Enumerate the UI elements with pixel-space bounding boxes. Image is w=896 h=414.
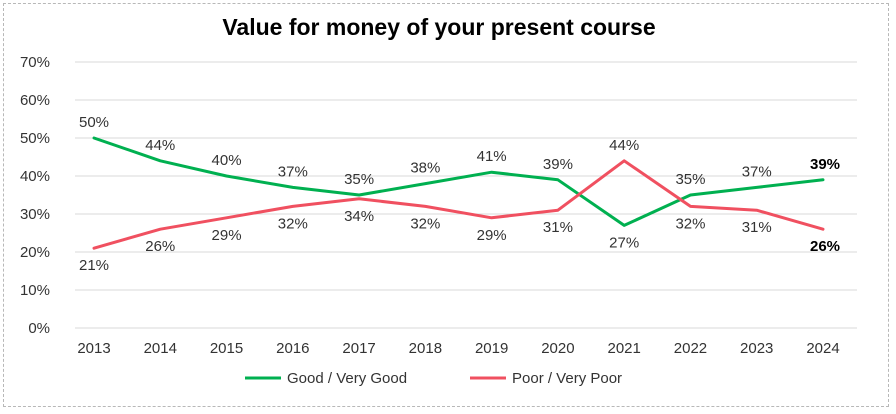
data-label: 32% bbox=[278, 215, 308, 232]
y-tick-label: 30% bbox=[20, 206, 50, 223]
chart-title: Value for money of your present course bbox=[222, 14, 656, 40]
data-label: 29% bbox=[212, 227, 242, 244]
data-label: 39% bbox=[810, 156, 840, 173]
gridlines bbox=[75, 61, 857, 329]
data-label: 32% bbox=[675, 215, 705, 232]
x-tick-label: 2018 bbox=[409, 340, 442, 357]
y-tick-label: 60% bbox=[20, 92, 50, 109]
series-lines bbox=[92, 136, 825, 250]
x-tick-label: 2024 bbox=[806, 340, 839, 357]
y-axis-ticks: 0% 10% 20% 30% 40% 50% 60% 70% bbox=[20, 54, 50, 337]
data-label: 21% bbox=[79, 257, 109, 274]
data-label: 41% bbox=[477, 148, 507, 165]
series-line bbox=[92, 159, 825, 250]
x-tick-label: 2022 bbox=[674, 340, 707, 357]
data-label: 31% bbox=[742, 219, 772, 236]
series-line bbox=[92, 136, 825, 227]
data-label: 34% bbox=[344, 208, 374, 225]
data-label: 37% bbox=[278, 163, 308, 180]
data-label: 39% bbox=[543, 156, 573, 173]
y-tick-label: 10% bbox=[20, 282, 50, 299]
legend-label: Good / Very Good bbox=[287, 370, 407, 387]
data-label: 32% bbox=[410, 215, 440, 232]
y-tick-label: 70% bbox=[20, 54, 50, 71]
y-tick-label: 50% bbox=[20, 130, 50, 147]
x-axis-ticks: 2013 2014 2015 2016 2017 2018 2019 2020 2021 2022… bbox=[77, 340, 839, 357]
data-label: 44% bbox=[609, 137, 639, 154]
data-label: 35% bbox=[675, 171, 705, 188]
x-tick-label: 2013 bbox=[77, 340, 110, 357]
legend: Good / Very Good Poor / Very Poor bbox=[245, 370, 622, 387]
y-tick-label: 0% bbox=[28, 320, 50, 337]
data-label: 26% bbox=[810, 238, 840, 255]
data-label: 35% bbox=[344, 171, 374, 188]
data-label: 27% bbox=[609, 234, 639, 251]
x-tick-label: 2015 bbox=[210, 340, 243, 357]
data-label: 26% bbox=[145, 238, 175, 255]
x-tick-label: 2016 bbox=[276, 340, 309, 357]
data-label: 29% bbox=[477, 227, 507, 244]
data-label: 37% bbox=[742, 163, 772, 180]
y-tick-label: 20% bbox=[20, 244, 50, 261]
x-tick-label: 2021 bbox=[607, 340, 640, 357]
x-tick-label: 2014 bbox=[144, 340, 177, 357]
data-label: 38% bbox=[410, 160, 440, 177]
x-tick-label: 2017 bbox=[342, 340, 375, 357]
data-label: 50% bbox=[79, 114, 109, 131]
data-label: 44% bbox=[145, 137, 175, 154]
legend-label: Poor / Very Poor bbox=[512, 370, 622, 387]
x-tick-label: 2019 bbox=[475, 340, 508, 357]
data-label: 40% bbox=[212, 152, 242, 169]
data-labels: 50% 44% 40% 37% 35% 38% 41% 39% 27% 35% 37% 39% 21% 2… bbox=[79, 114, 840, 274]
x-tick-label: 2023 bbox=[740, 340, 773, 357]
data-label: 31% bbox=[543, 219, 573, 236]
x-tick-label: 2020 bbox=[541, 340, 574, 357]
y-tick-label: 40% bbox=[20, 168, 50, 185]
chart-frame bbox=[3, 3, 889, 407]
